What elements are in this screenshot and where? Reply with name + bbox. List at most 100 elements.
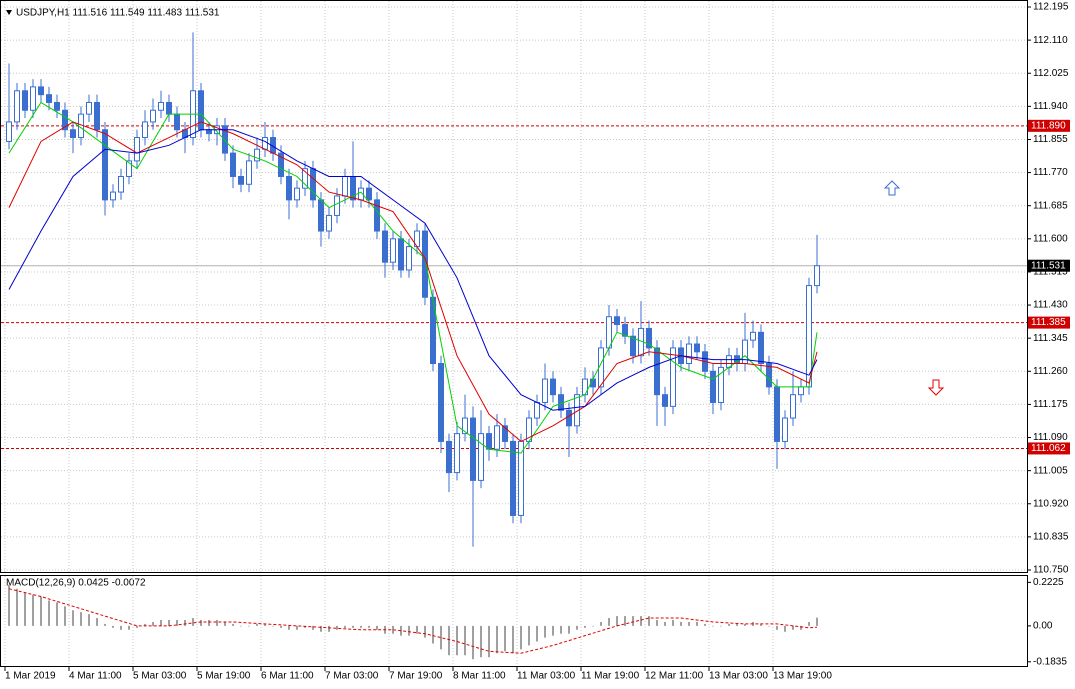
candle-body	[326, 214, 332, 232]
macd-bar	[512, 625, 514, 654]
macd-bar	[296, 625, 298, 630]
candle-body	[662, 394, 668, 407]
candle-body	[798, 386, 804, 396]
candle-body	[230, 152, 236, 177]
macd-bar	[712, 625, 714, 627]
candle-body	[142, 121, 148, 139]
candle-body	[686, 343, 692, 365]
candle-body	[310, 168, 316, 201]
macd-bar	[168, 620, 170, 626]
macd-bar	[224, 621, 226, 626]
y-tick-label: 111.345	[1033, 333, 1068, 344]
macd-bar	[408, 625, 410, 636]
candle-body	[302, 168, 308, 189]
macd-bar	[504, 625, 506, 652]
candle-body	[22, 90, 28, 111]
x-tick-label: 7 Mar 19:00	[389, 671, 443, 682]
macd-bar	[240, 625, 242, 627]
macd-bar	[16, 588, 18, 626]
candle-body	[494, 425, 500, 450]
macd-bar	[256, 623, 258, 626]
candle-body	[470, 417, 476, 481]
macd-bar	[488, 625, 490, 658]
x-tick-label: 5 Mar 19:00	[197, 671, 251, 682]
macd-bar	[272, 625, 274, 627]
macd-bar	[456, 625, 458, 656]
candle-body	[46, 94, 52, 103]
macd-bar	[344, 625, 346, 628]
macd-bar	[128, 625, 130, 630]
y-tick-label: 110.750	[1033, 565, 1069, 576]
macd-bar	[288, 625, 290, 630]
candle-body	[126, 160, 132, 177]
macd-bar	[40, 596, 42, 626]
x-tick-label: 4 Mar 11:00	[69, 671, 122, 682]
macd-bar	[448, 625, 450, 656]
macd-bar	[72, 610, 74, 626]
macd-bar	[416, 625, 418, 634]
candle-body	[502, 425, 508, 442]
candle-body	[382, 230, 388, 263]
macd-bar	[440, 625, 442, 650]
candle-body	[374, 199, 380, 232]
macd-bar	[104, 623, 106, 626]
candle-body	[286, 175, 292, 201]
candle-body	[150, 109, 156, 123]
candle-body	[566, 409, 572, 427]
macd-bar	[120, 625, 122, 630]
candle-body	[158, 101, 164, 111]
y-tick-label: 111.770	[1033, 167, 1068, 178]
candle-body	[14, 90, 20, 123]
macd-bar	[584, 625, 586, 628]
candle-body	[198, 90, 204, 131]
macd-bar	[112, 625, 114, 628]
x-tick-label: 12 Mar 11:00	[645, 671, 704, 682]
macd-bar	[640, 616, 642, 626]
candle-body	[110, 191, 116, 201]
macd-bar	[392, 625, 394, 634]
macd-bar	[360, 625, 362, 628]
x-tick-label: 5 Mar 03:00	[133, 671, 187, 682]
candle-body	[278, 152, 284, 177]
candle-body	[630, 335, 636, 357]
macd-bar	[648, 616, 650, 626]
candle-body	[70, 129, 76, 139]
moving-average	[8, 129, 818, 411]
level-label-box	[1028, 316, 1070, 329]
macd-bar	[232, 623, 234, 626]
candle-body	[462, 417, 468, 435]
macd-bar	[696, 621, 698, 626]
level-label: 111.385	[1031, 317, 1066, 328]
candle-body	[542, 378, 548, 403]
x-tick-label: 13 Mar 19:00	[773, 671, 832, 682]
y-tick-label: 111.175	[1033, 399, 1068, 410]
macd-bar	[728, 623, 730, 626]
macd-bar	[48, 600, 50, 626]
candle-body	[718, 366, 724, 403]
macd-bar	[96, 618, 98, 626]
candle-body	[790, 394, 796, 419]
macd-bar	[664, 621, 666, 626]
macd-bar	[160, 620, 162, 626]
macd-bar	[736, 623, 738, 626]
y-tick-label: 111.600	[1033, 233, 1068, 244]
macd-signal	[8, 588, 818, 654]
candle-body	[174, 113, 180, 131]
macd-bar	[8, 584, 10, 626]
candle-body	[294, 187, 300, 201]
macd-bar	[600, 621, 602, 626]
candle-body	[710, 370, 716, 403]
macd-bar	[784, 625, 786, 632]
macd-bar	[544, 625, 546, 638]
candle-body	[422, 230, 428, 298]
candle-body	[670, 347, 676, 407]
candle-body	[134, 137, 140, 162]
y-tick-label: -0.1835	[1033, 656, 1067, 667]
macd-bar	[176, 620, 178, 626]
macd-bar	[264, 623, 266, 626]
candle-body	[766, 363, 772, 388]
candle-body	[6, 121, 12, 142]
candle-body	[758, 331, 764, 365]
candle-body	[398, 238, 404, 271]
macd-bar	[280, 625, 282, 628]
